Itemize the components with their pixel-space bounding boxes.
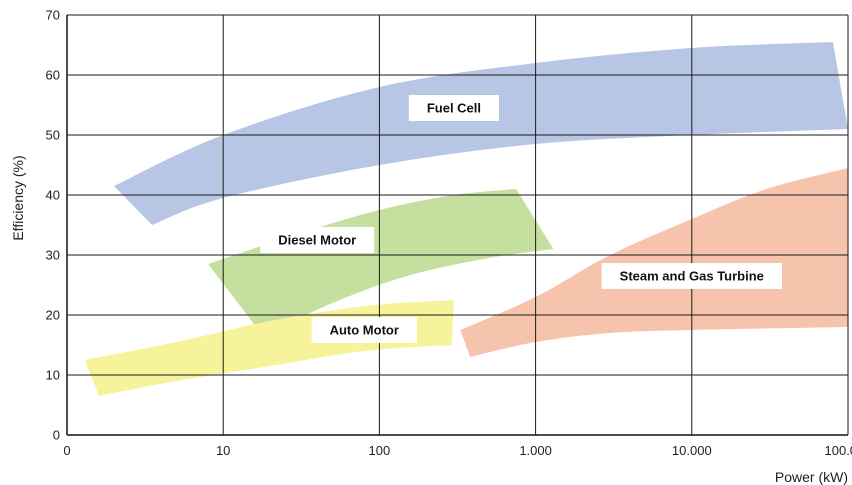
x-tick-label-5: 100.000: [825, 443, 852, 458]
y-tick-label-5: 50: [46, 128, 60, 143]
y-tick-label-2: 20: [46, 308, 60, 323]
y-tick-label-0: 0: [53, 428, 60, 443]
label-text: Diesel Motor: [278, 233, 356, 248]
y-axis-title: Efficiency (%): [10, 155, 26, 240]
region-steam-and-gas-turbine: [460, 168, 848, 357]
x-tick-label-1: 10: [216, 443, 230, 458]
y-tick-label-6: 60: [46, 68, 60, 83]
label-steam-and-gas-turbine: Steam and Gas Turbine: [601, 263, 782, 289]
y-tick-label-7: 70: [46, 8, 60, 23]
region-label-layer: Fuel Cell Diesel Motor Auto Motor Steam and…: [260, 95, 782, 343]
label-box: [601, 263, 782, 289]
region-diesel-motor: [208, 189, 554, 336]
label-box: [408, 95, 499, 121]
label-text: Steam and Gas Turbine: [620, 269, 764, 284]
x-tick-label-0: 0: [63, 443, 70, 458]
x-tick-label-4: 10.000: [672, 443, 712, 458]
y-tick-label-3: 30: [46, 248, 60, 263]
y-tick-label-4: 40: [46, 188, 60, 203]
x-axis-title: Power (kW): [775, 469, 848, 485]
label-auto-motor: Auto Motor: [311, 317, 417, 343]
label-box: [311, 317, 417, 343]
label-text: Fuel Cell: [427, 101, 481, 116]
x-tick-label-3: 1.000: [519, 443, 552, 458]
label-diesel-motor: Diesel Motor: [260, 227, 375, 253]
tick-layer: 0 10 100 1.000 10.000 100.000 0 10 20 30 40 50 60 70: [46, 8, 852, 459]
label-text: Auto Motor: [330, 323, 399, 338]
x-tick-label-2: 100: [369, 443, 391, 458]
grid-layer: [66, 14, 849, 436]
region-fuel-cell: [114, 42, 848, 225]
label-box: [260, 227, 375, 253]
y-tick-label-1: 10: [46, 368, 60, 383]
label-fuel-cell: Fuel Cell: [408, 95, 499, 121]
